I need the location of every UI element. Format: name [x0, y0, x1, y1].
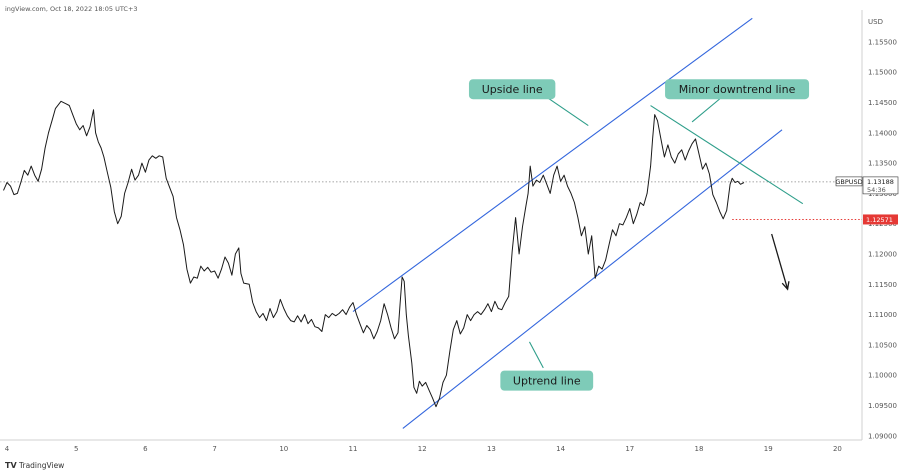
y-tick-label: 1.11500 — [868, 281, 897, 289]
x-tick-label: 17 — [625, 445, 634, 453]
y-tick-label: 1.10000 — [868, 372, 897, 380]
symbol-label: GBPUSD — [835, 178, 862, 186]
y-tick-label: 1.09500 — [868, 402, 897, 410]
y-tick-label: 1.14500 — [868, 99, 897, 107]
x-tick-label: 6 — [143, 445, 148, 453]
support-level-value: 1.12571 — [866, 216, 893, 224]
tradingview-logo: TV TradingView — [5, 461, 64, 470]
y-tick-label: 1.12000 — [868, 250, 897, 258]
current-price-value: 1.13188 — [867, 178, 894, 186]
x-tick-label: 14 — [556, 445, 565, 453]
support-level-badge — [863, 214, 898, 225]
trendline — [402, 129, 783, 429]
annotation-connector — [528, 341, 544, 369]
down-arrow-shaft — [771, 233, 789, 290]
plot-area: Upside line Minor downtrend line Uptrend l… — [0, 17, 899, 429]
x-tick-label: 5 — [74, 445, 78, 453]
annotation-label: Minor downtrend line — [679, 83, 796, 96]
x-tick-label: 10 — [279, 445, 288, 453]
annotation-label: Uptrend line — [513, 375, 581, 388]
y-tick-label: 1.10500 — [868, 341, 897, 349]
y-tick-label: 1.11000 — [868, 311, 897, 319]
annotation-connector — [691, 98, 721, 123]
y-tick-label: 1.15000 — [868, 69, 897, 77]
time-axis: 4 5 6 7 10 11 12 13 14 17 18 19 20 — [5, 445, 842, 453]
current-price-badge — [862, 176, 899, 195]
trendline — [650, 105, 804, 205]
down-arrow-head — [781, 281, 790, 291]
x-tick-label: 4 — [5, 445, 10, 453]
tradingview-logo-icon: TV — [5, 461, 17, 470]
trendline — [352, 17, 753, 312]
y-tick-label: 1.09000 — [868, 432, 897, 440]
y-tick-label: 1.14000 — [868, 129, 897, 137]
annotation-label-box — [665, 79, 810, 100]
x-tick-label: 18 — [695, 445, 704, 453]
annotation-label: Upside line — [482, 83, 543, 96]
currency-label: USD — [868, 18, 883, 26]
y-tick-label: 1.13500 — [868, 160, 897, 168]
x-tick-label: 7 — [212, 445, 216, 453]
x-tick-label: 11 — [349, 445, 358, 453]
x-tick-label: 20 — [833, 445, 842, 453]
chart-source-header: ingView.com, Oct 18, 2022 18:05 UTC+3 — [5, 5, 138, 13]
annotation-label-box — [500, 370, 594, 391]
symbol-badge — [835, 176, 863, 187]
price-series-line — [3, 100, 745, 408]
y-tick-label: 1.15500 — [868, 38, 897, 46]
countdown-value: 54:36 — [867, 186, 886, 194]
x-tick-label: 13 — [487, 445, 496, 453]
annotation-label-box — [468, 79, 556, 100]
tradingview-logo-text: TradingView — [18, 461, 64, 470]
x-tick-label: 19 — [764, 445, 773, 453]
x-tick-label: 12 — [418, 445, 427, 453]
